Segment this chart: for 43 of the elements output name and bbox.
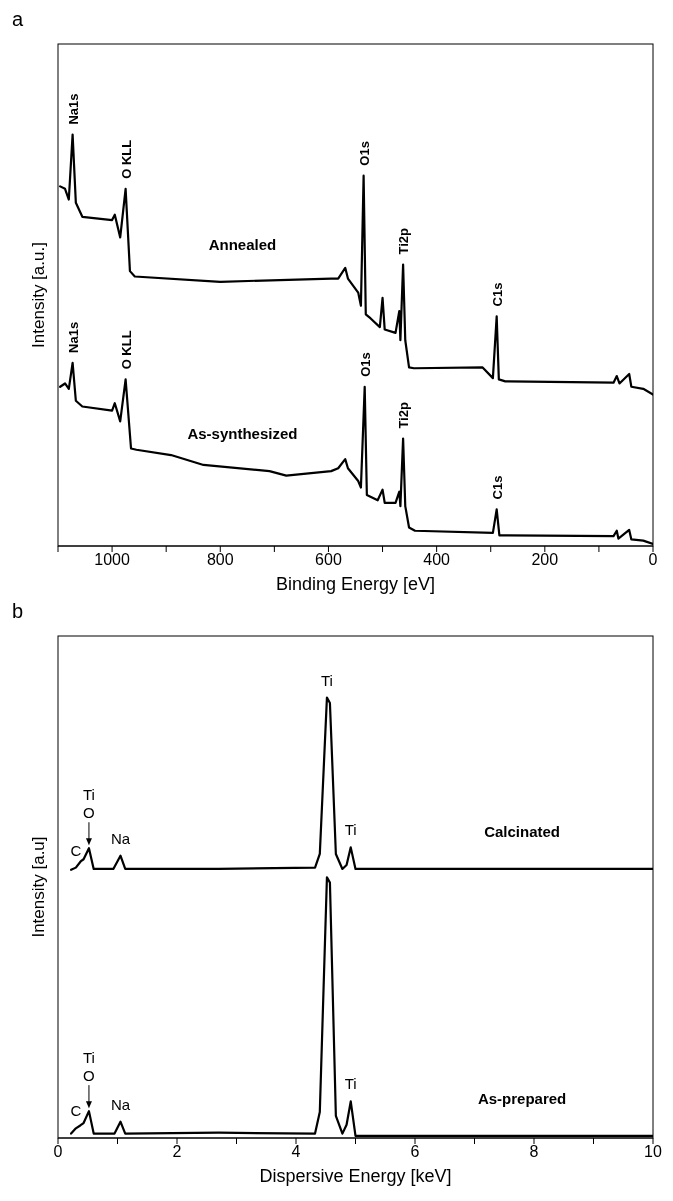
x-tick-label: 8 [529,1143,539,1161]
annotation: O1s [357,352,373,377]
x-tick-label: 200 [531,551,559,569]
annotation: Ti [82,1049,95,1067]
annotation: C [70,1102,82,1120]
annotation: C [70,841,82,859]
series-label: Calcinated [484,822,561,840]
x-tick-label: 10 [644,1143,662,1161]
x-tick-label: 2 [172,1143,182,1161]
annotation: O [83,1067,95,1085]
x-tick-label: 600 [315,551,342,569]
x-tick-label: 6 [410,1143,420,1161]
annotation: O1s [356,141,372,166]
annotation: Na1s [65,93,81,125]
series-label: As-prepared [477,1089,567,1107]
x-tick-label: 1000 [94,551,130,569]
annotation: C1s [489,282,505,307]
annotation: Na [110,1095,131,1113]
x-tick-label: 0 [648,551,658,569]
series-label: As-synthesized [187,425,298,443]
annotation: Ti2p [396,228,412,255]
annotation: Ti2p [396,402,412,429]
y-axis-title: Intensity [a.u.] [29,242,48,348]
annotation: Ti [344,821,357,839]
annotation: Ti [344,1075,357,1093]
annotation: O KLL [118,139,134,179]
annotation: C1s [489,475,505,500]
series-label: Annealed [208,235,277,253]
chart-title: a [11,8,25,32]
annotation: Na1s [65,321,81,353]
x-axis-title: Binding Energy [eV] [275,574,436,594]
x-tick-label: 4 [291,1143,301,1161]
x-tick-label: 0 [53,1143,63,1161]
annotation: Ti [82,786,95,804]
annotation: Ti [320,671,333,689]
annotation: O KLL [118,330,134,370]
chart-title: b [11,600,25,624]
x-tick-label: 800 [206,551,234,569]
x-tick-label: 400 [423,551,451,569]
annotation: Na [110,829,131,847]
x-axis-title: Dispersive Energy [keV] [259,1166,452,1186]
annotation: O [83,804,95,822]
y-axis-title: Intensity [a.u] [29,836,48,938]
